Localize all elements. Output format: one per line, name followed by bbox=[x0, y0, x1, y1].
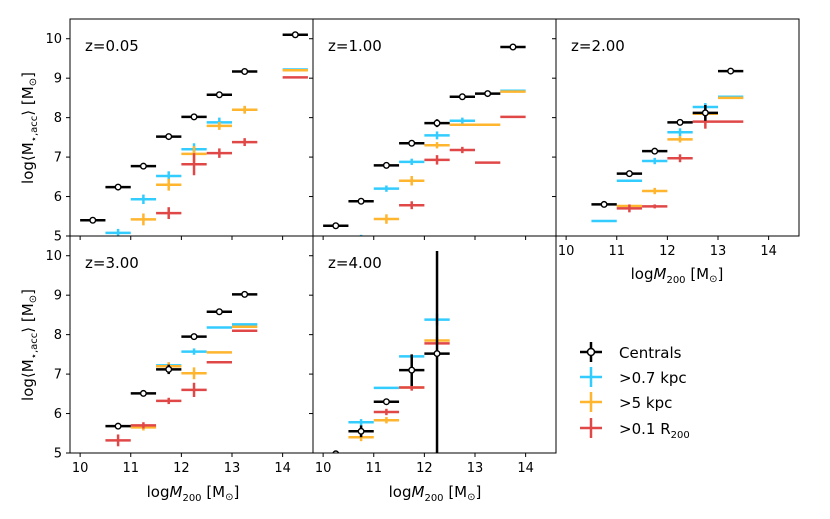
point-centrals-3 bbox=[408, 139, 416, 147]
y-tick-label-0-6: 6 bbox=[54, 190, 62, 205]
x-tick-label-3-11: 11 bbox=[122, 461, 139, 476]
x-tick-label-3-10: 10 bbox=[72, 461, 89, 476]
legend: Centrals >0.7 kpc >5 kpc >0.1 R200 bbox=[580, 342, 690, 441]
y-axis-label-bottom: log⟨M⋆,acc⟩ [M⊙] bbox=[19, 289, 40, 401]
y-tick-label-3-10: 10 bbox=[45, 249, 62, 264]
y-tick-label-3-9: 9 bbox=[54, 289, 62, 304]
point-centrals-1 bbox=[357, 197, 365, 205]
y-tick-label-0-10: 10 bbox=[45, 32, 62, 47]
panel-4: 10 11 12 13 14 z=4.00 bbox=[309, 235, 557, 476]
y-axis-label-top: log⟨M⋆,acc⟩ [M⊙] bbox=[19, 72, 40, 184]
x-axis-label-middle: logM200 [M⊙] bbox=[389, 483, 482, 504]
panels-group: 5 6 7 8 9 10 z=0.05 z=1.00 10 11 12 13 14 z=2.00 5 6 7 8 9… bbox=[45, 18, 800, 476]
x-tick-label-4-11: 11 bbox=[365, 461, 382, 476]
point-centrals-1 bbox=[625, 170, 633, 178]
panel-2: 10 11 12 13 14 z=2.00 bbox=[552, 18, 800, 259]
point-centrals-4 bbox=[433, 350, 441, 358]
x-axis-label-right: logM200 [M⊙] bbox=[631, 265, 724, 286]
y-tick-label-0-8: 8 bbox=[54, 111, 62, 126]
panel-label-2: z=2.00 bbox=[571, 37, 625, 55]
point-centrals-3 bbox=[676, 118, 684, 126]
panel-data-1 bbox=[323, 43, 526, 236]
point-centrals-5 bbox=[241, 290, 249, 298]
point-centrals-1 bbox=[357, 427, 365, 435]
x-tick-label-4-14: 14 bbox=[517, 461, 534, 476]
y-tick-label-0-5: 5 bbox=[54, 230, 62, 245]
point-centrals-2 bbox=[139, 162, 147, 170]
x-tick-label-3-13: 13 bbox=[224, 461, 241, 476]
panel-data-4 bbox=[332, 250, 450, 453]
point-centrals-0 bbox=[332, 222, 340, 230]
point-centrals-3 bbox=[190, 333, 198, 341]
x-tick-label-4-10: 10 bbox=[315, 461, 332, 476]
point-centrals-1 bbox=[114, 183, 122, 191]
panel-label-0: z=0.05 bbox=[85, 37, 139, 55]
x-tick-label-2-14: 14 bbox=[760, 244, 777, 259]
point-centrals-1 bbox=[139, 389, 147, 397]
point-centrals-4 bbox=[701, 109, 709, 117]
legend-label-kpc5: >5 kpc bbox=[619, 394, 672, 412]
panel-0: 5 6 7 8 9 10 z=0.05 bbox=[45, 18, 314, 245]
legend-entry-r200: >0.1 R200 bbox=[580, 418, 690, 441]
point-centrals-2 bbox=[651, 147, 659, 155]
x-tick-label-2-13: 13 bbox=[710, 244, 727, 259]
x-tick-label-2-12: 12 bbox=[659, 244, 676, 259]
x-tick-label-2-10: 10 bbox=[558, 244, 575, 259]
panel-data-0 bbox=[80, 31, 308, 236]
point-centrals-3 bbox=[165, 133, 173, 141]
legend-entry-kpc07: >0.7 kpc bbox=[580, 367, 687, 387]
y-tick-label-0-7: 7 bbox=[54, 151, 62, 166]
x-tick-label-4-13: 13 bbox=[467, 461, 484, 476]
legend-entry-centrals: Centrals bbox=[580, 342, 682, 362]
panel-3: 5 6 7 8 9 10 10 11 12 13 14 z=3.00 bbox=[45, 235, 314, 476]
legend-label-r200: >0.1 R200 bbox=[619, 420, 690, 441]
point-centrals-5 bbox=[458, 93, 466, 101]
point-centrals-5 bbox=[215, 91, 223, 99]
point-centrals-4 bbox=[433, 119, 441, 127]
legend-marker-centrals-dot bbox=[586, 347, 596, 357]
point-centrals-6 bbox=[484, 90, 492, 98]
point-centrals-2 bbox=[165, 365, 173, 373]
point-centrals-0 bbox=[600, 200, 608, 208]
panel-frame-4 bbox=[312, 235, 557, 454]
y-tick-label-3-5: 5 bbox=[54, 447, 62, 462]
x-tick-label-4-12: 12 bbox=[416, 461, 433, 476]
y-tick-label-3-8: 8 bbox=[54, 328, 62, 343]
point-centrals-6 bbox=[241, 67, 249, 75]
panel-data-3 bbox=[105, 290, 258, 447]
point-centrals-7 bbox=[291, 31, 299, 39]
x-tick-label-2-11: 11 bbox=[608, 244, 625, 259]
x-axis-label-left: logM200 [M⊙] bbox=[147, 483, 240, 504]
point-centrals-4 bbox=[190, 113, 198, 121]
point-centrals-4 bbox=[215, 308, 223, 316]
point-centrals-5 bbox=[727, 67, 735, 75]
legend-label-kpc07: >0.7 kpc bbox=[619, 369, 687, 387]
point-centrals-2 bbox=[382, 161, 390, 169]
x-tick-label-3-12: 12 bbox=[173, 461, 190, 476]
panel-label-3: z=3.00 bbox=[85, 254, 139, 272]
panel-label-4: z=4.00 bbox=[328, 254, 382, 272]
point-centrals-0 bbox=[89, 216, 97, 224]
panel-frame-2 bbox=[555, 18, 800, 237]
y-tick-label-3-6: 6 bbox=[54, 407, 62, 422]
y-tick-label-0-9: 9 bbox=[54, 72, 62, 87]
panel-1: z=1.00 bbox=[309, 18, 557, 240]
panel-data-2 bbox=[591, 67, 744, 223]
legend-label-centrals: Centrals bbox=[619, 344, 682, 362]
panel-label-1: z=1.00 bbox=[328, 37, 382, 55]
y-tick-label-3-7: 7 bbox=[54, 368, 62, 383]
x-tick-label-3-14: 14 bbox=[274, 461, 291, 476]
point-centrals-7 bbox=[509, 43, 517, 51]
point-centrals-2 bbox=[382, 398, 390, 406]
point-centrals-0 bbox=[332, 450, 340, 453]
point-centrals-0 bbox=[114, 422, 122, 430]
point-centrals-3 bbox=[408, 366, 416, 374]
legend-entry-kpc5: >5 kpc bbox=[580, 392, 672, 412]
